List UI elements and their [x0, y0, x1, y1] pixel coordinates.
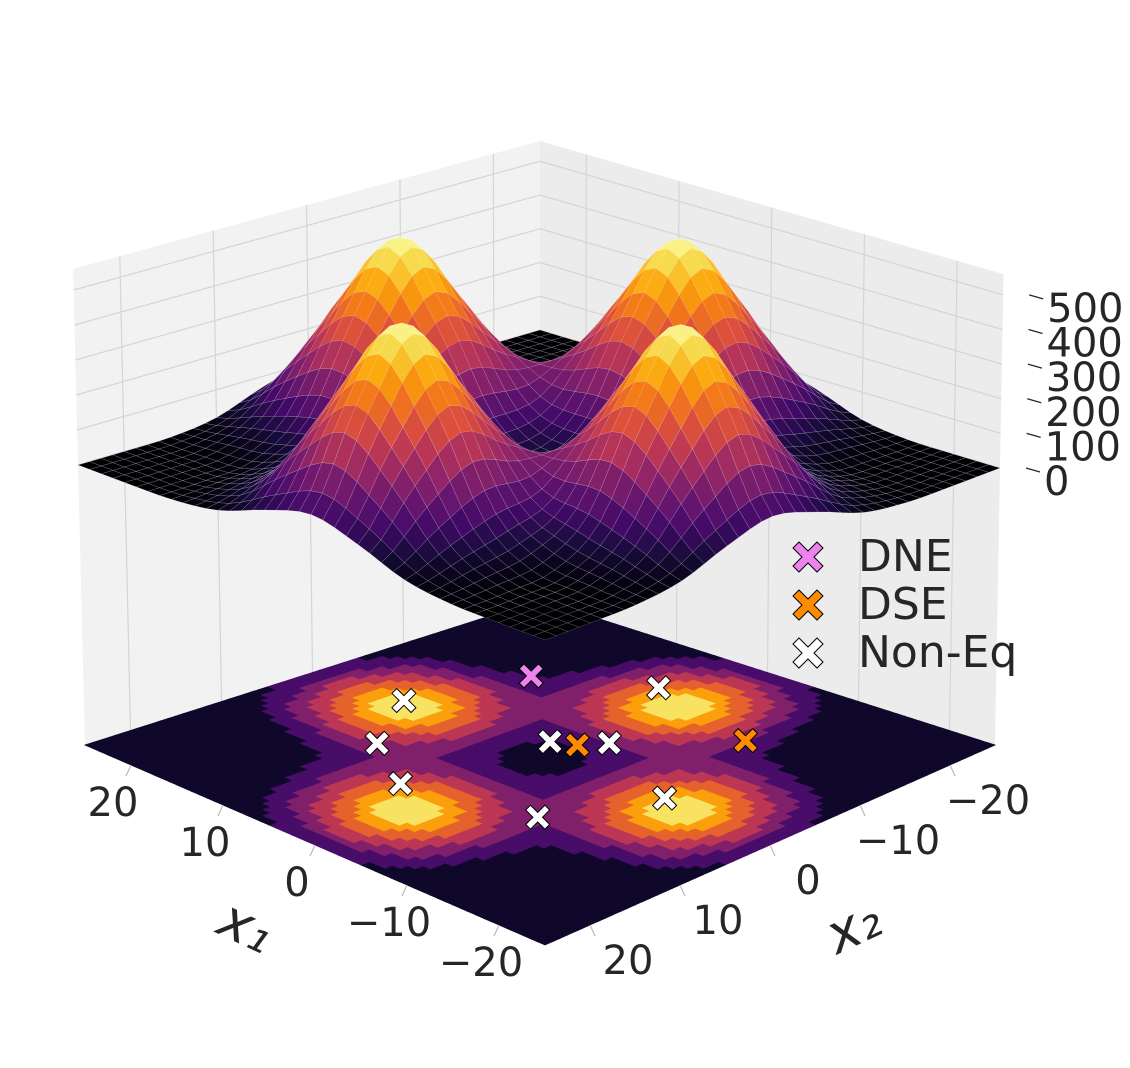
z-grid-line — [76, 261, 1002, 400]
x-grid-line — [948, 260, 958, 731]
z-grid-line — [76, 295, 1001, 434]
z-grid-line — [73, 160, 1004, 296]
y-grid-line — [119, 256, 132, 731]
z-grid-line — [74, 194, 1003, 331]
contour-floor — [83, 599, 997, 946]
z-grid-line — [75, 228, 1003, 365]
